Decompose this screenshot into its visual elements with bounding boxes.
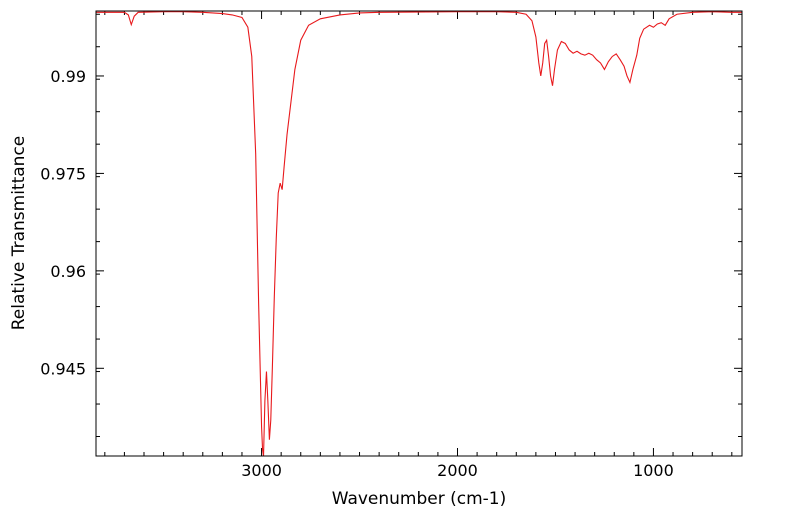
plot-area	[96, 11, 742, 456]
x-tick-label: 2000	[437, 461, 478, 480]
series-line	[96, 11, 742, 457]
plot-frame	[95, 10, 743, 457]
y-tick-label: 0.945	[40, 359, 86, 378]
x-tick-labels: 3000 2000 1000	[241, 461, 674, 480]
y-tick-label: 0.99	[50, 67, 86, 86]
x-tick-label: 3000	[241, 461, 282, 480]
y-axis-title: Relative Transmittance	[9, 136, 29, 331]
x-axis-title: Wavenumber (cm-1)	[332, 489, 507, 509]
major-ticks	[96, 11, 742, 456]
x-tick-label: 1000	[633, 461, 674, 480]
y-tick-label: 0.96	[50, 262, 86, 281]
y-tick-label: 0.975	[40, 164, 86, 183]
y-tick-labels: 0.99 0.975 0.96 0.945	[40, 67, 86, 378]
